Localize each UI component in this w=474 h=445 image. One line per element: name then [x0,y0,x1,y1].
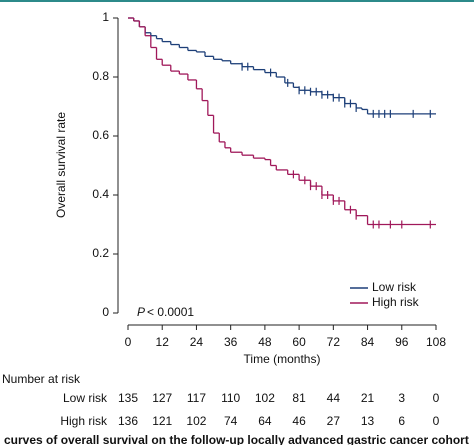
risk-count: 0 [433,414,440,428]
x-tick-label: 96 [395,335,409,349]
x-tick-label: 48 [258,335,272,349]
p-text: < 0.0001 [147,305,194,319]
risk-count: 21 [361,391,375,405]
x-tick-label: 60 [292,335,306,349]
risk-count: 13 [361,414,375,428]
x-tick-label: 24 [190,335,204,349]
x-tick-label: 108 [426,335,446,349]
y-tick-label: 0.6 [92,128,109,142]
y-axis-label: Overall survival rate [54,112,68,218]
x-tick-label: 72 [327,335,341,349]
risk-count: 74 [224,414,238,428]
y-tick-label: 0 [102,305,109,319]
legend-label: High risk [372,295,420,309]
risk-row-label: Low risk [63,391,108,405]
p-value: P < 0.0001 [137,305,194,319]
risk-count: 44 [327,391,341,405]
x-axis-label: Time (months) [244,352,321,366]
risk-count: 46 [292,414,306,428]
risk-count: 6 [398,414,405,428]
risk-count: 0 [433,391,440,405]
y-tick-label: 1 [102,10,109,24]
risk-count: 121 [152,414,172,428]
risk-count: 102 [255,391,275,405]
risk-count: 136 [118,414,138,428]
risk-count: 135 [118,391,138,405]
risk-count: 64 [258,414,272,428]
risk-count: 110 [221,391,240,405]
x-tick-label: 0 [125,335,132,349]
x-tick-label: 36 [224,335,238,349]
risk-count: 81 [292,391,306,405]
risk-title: Number at risk [2,372,81,386]
y-tick-label: 0.4 [92,187,109,201]
risk-count: 27 [327,414,341,428]
caption: curves of overall survival on the follow… [4,433,469,445]
risk-row-label: High risk [60,414,108,428]
legend-label: Low risk [372,280,417,294]
risk-count: 3 [398,391,405,405]
x-tick-label: 84 [361,335,375,349]
risk-count: 127 [152,391,172,405]
y-tick-label: 0.8 [92,69,109,83]
risk-count: 102 [186,414,206,428]
x-tick-label: 12 [156,335,170,349]
y-tick-label: 0.2 [92,246,109,260]
p-symbol: P [137,305,145,319]
risk-count: 117 [187,391,206,405]
